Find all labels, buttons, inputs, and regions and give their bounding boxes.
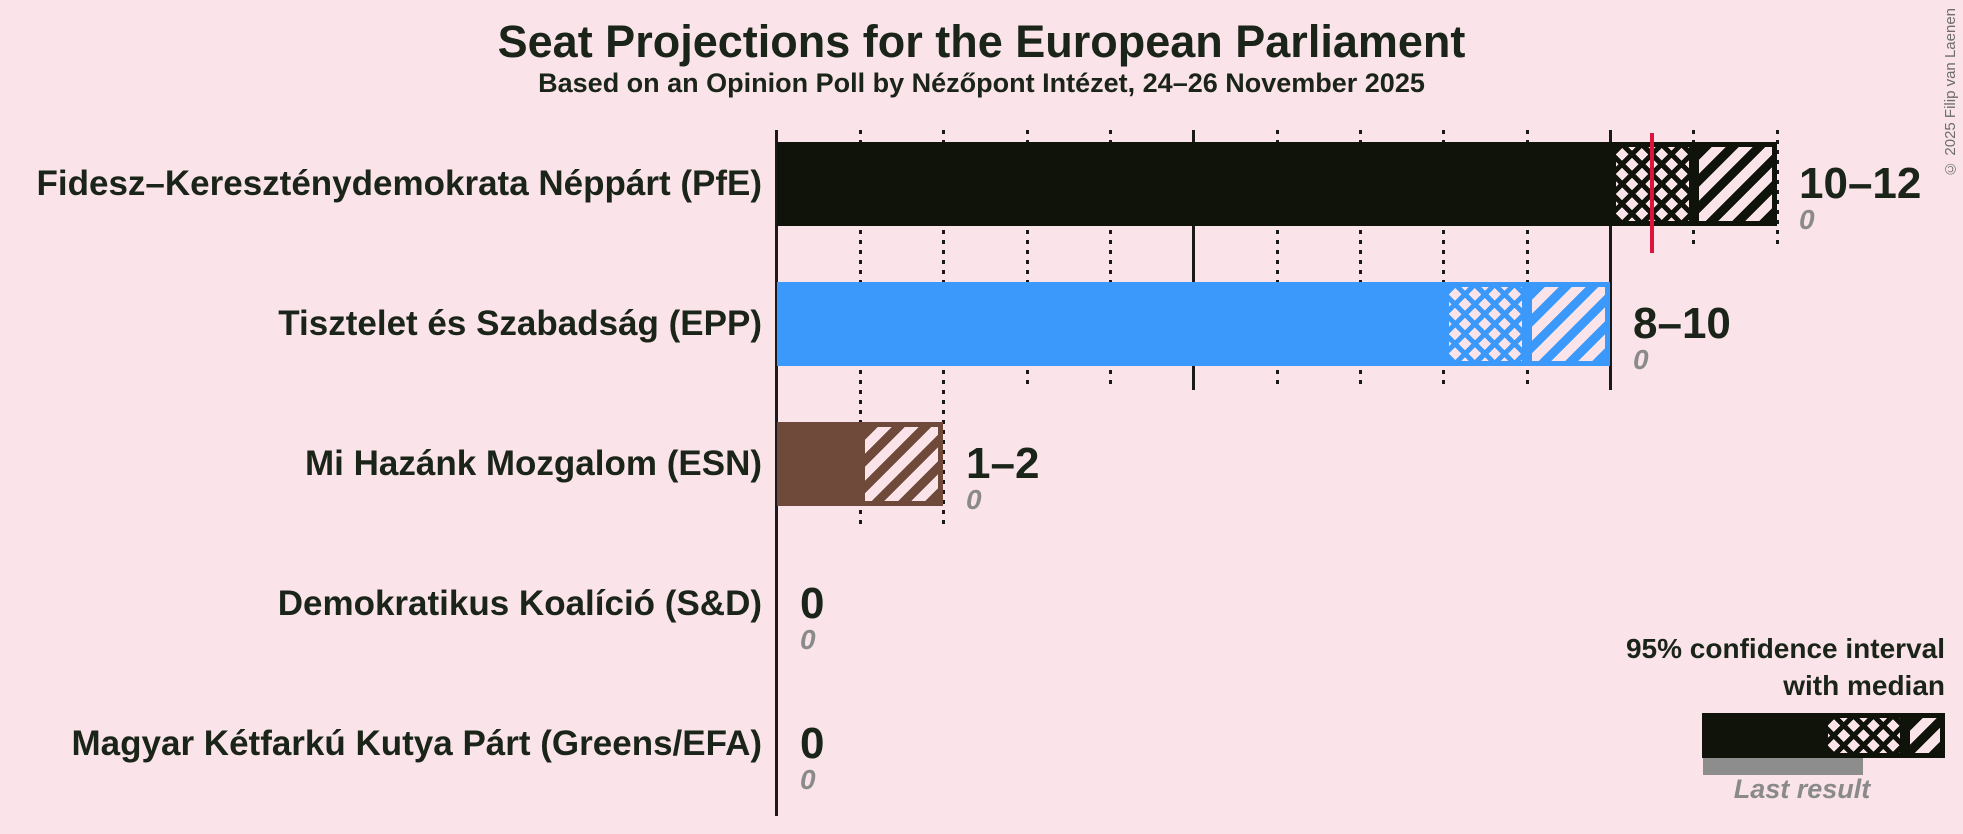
gridline-minor bbox=[1026, 130, 1029, 390]
legend-ci-line1: 95% confidence interval bbox=[1625, 633, 1945, 664]
bar-segment-solid bbox=[777, 282, 1444, 366]
party-label: Fidesz–Kereszténydemokrata Néppárt (PfE) bbox=[36, 164, 763, 203]
bar-segment-crosshatch bbox=[1444, 282, 1527, 366]
value-label: 1–2 bbox=[966, 439, 1040, 488]
value-label: 8–10 bbox=[1633, 299, 1731, 348]
party-label: Magyar Kétfarkú Kutya Párt (Greens/EFA) bbox=[71, 724, 762, 763]
last-result-value: 0 bbox=[1633, 344, 1649, 375]
gridline-minor bbox=[1276, 130, 1279, 390]
gridline-major bbox=[1609, 130, 1612, 390]
legend-ci-line2: with median bbox=[1783, 670, 1945, 701]
page-title: Seat Projections for the European Parlia… bbox=[497, 16, 1466, 67]
legend-diagonal-segment bbox=[1905, 713, 1945, 758]
gridline-major bbox=[1192, 130, 1195, 390]
gridline-minor bbox=[1109, 130, 1112, 390]
value-label: 0 bbox=[800, 579, 825, 628]
bar-segment-diagonal bbox=[1527, 282, 1610, 366]
last-result-value: 0 bbox=[966, 484, 982, 515]
value-label: 0 bbox=[800, 719, 825, 768]
gridline-minor bbox=[1442, 130, 1445, 390]
gridline-minor bbox=[1359, 130, 1362, 390]
last-result-value: 0 bbox=[800, 624, 816, 655]
legend-last-result-bar bbox=[1703, 758, 1863, 775]
last-result-value: 0 bbox=[1799, 204, 1815, 235]
bar-segment-diagonal bbox=[860, 422, 943, 506]
bar-segment-solid bbox=[777, 422, 860, 506]
legend-last-result-label: Last result bbox=[1733, 774, 1871, 804]
gridline-minor bbox=[1526, 130, 1529, 390]
y-axis bbox=[775, 130, 778, 816]
party-label: Tisztelet és Szabadság (EPP) bbox=[278, 304, 762, 343]
copyright-text: © 2025 Filip van Laenen bbox=[1942, 8, 1959, 177]
legend-solid-segment bbox=[1702, 713, 1823, 758]
party-label: Mi Hazánk Mozgalom (ESN) bbox=[305, 444, 762, 483]
bar-segment-solid bbox=[777, 142, 1611, 226]
legend-ci-text: 95% confidence interval with median bbox=[1626, 630, 1945, 704]
gridline-minor bbox=[1776, 130, 1779, 250]
median-line bbox=[1650, 133, 1654, 253]
last-result-value: 0 bbox=[800, 764, 816, 795]
page-subtitle: Based on an Opinion Poll by Nézőpont Int… bbox=[538, 68, 1425, 98]
bar-segment-diagonal bbox=[1694, 142, 1777, 226]
legend-crosshatch-segment bbox=[1823, 713, 1905, 758]
value-label: 10–12 bbox=[1799, 159, 1922, 208]
party-label: Demokratikus Koalíció (S&D) bbox=[277, 584, 762, 623]
